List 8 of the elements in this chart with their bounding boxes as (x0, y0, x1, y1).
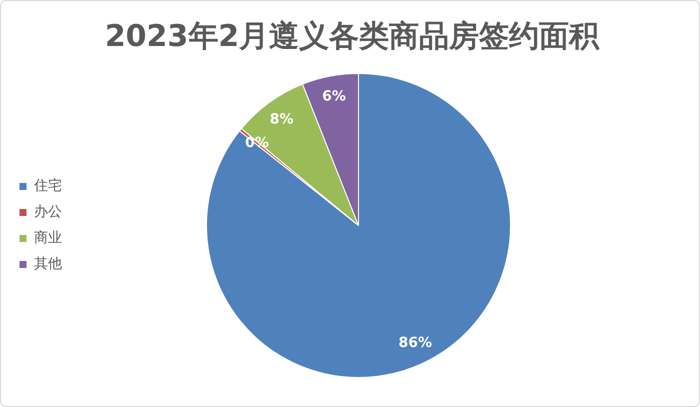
legend-label: 住宅 (33, 178, 62, 194)
legend-label: 其他 (34, 256, 62, 272)
legend-label: 商业 (34, 230, 62, 246)
data-label: 86% (398, 334, 432, 351)
data-label: 8% (270, 111, 294, 128)
legend-label: 办公 (34, 204, 62, 220)
data-label: 6% (322, 88, 346, 105)
chart-title: 2023年2月遵义各类商品房签约面积 (104, 18, 600, 54)
